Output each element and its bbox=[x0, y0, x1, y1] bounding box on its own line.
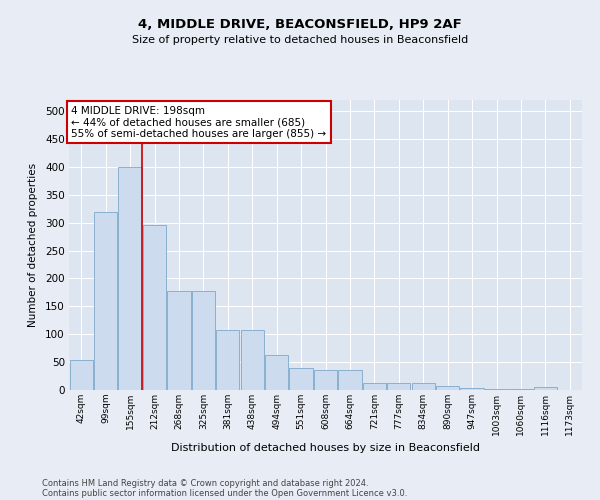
Text: 4 MIDDLE DRIVE: 198sqm
← 44% of detached houses are smaller (685)
55% of semi-de: 4 MIDDLE DRIVE: 198sqm ← 44% of detached… bbox=[71, 106, 326, 139]
Bar bbox=[412, 383, 435, 390]
Bar bbox=[241, 330, 264, 390]
Bar bbox=[338, 370, 362, 390]
Bar bbox=[460, 388, 484, 390]
Bar bbox=[485, 389, 508, 390]
Bar bbox=[314, 370, 337, 390]
Bar bbox=[216, 330, 239, 390]
Text: 4, MIDDLE DRIVE, BEACONSFIELD, HP9 2AF: 4, MIDDLE DRIVE, BEACONSFIELD, HP9 2AF bbox=[138, 18, 462, 30]
Bar bbox=[509, 389, 533, 390]
Text: Size of property relative to detached houses in Beaconsfield: Size of property relative to detached ho… bbox=[132, 35, 468, 45]
Bar bbox=[534, 387, 557, 390]
Bar bbox=[289, 368, 313, 390]
Text: Contains public sector information licensed under the Open Government Licence v3: Contains public sector information licen… bbox=[42, 488, 407, 498]
Y-axis label: Number of detached properties: Number of detached properties bbox=[28, 163, 38, 327]
X-axis label: Distribution of detached houses by size in Beaconsfield: Distribution of detached houses by size … bbox=[171, 443, 480, 453]
Bar bbox=[436, 386, 459, 390]
Bar bbox=[363, 384, 386, 390]
Bar bbox=[387, 384, 410, 390]
Text: Contains HM Land Registry data © Crown copyright and database right 2024.: Contains HM Land Registry data © Crown c… bbox=[42, 478, 368, 488]
Bar bbox=[118, 167, 142, 390]
Bar bbox=[192, 290, 215, 390]
Bar bbox=[94, 212, 117, 390]
Bar bbox=[265, 355, 288, 390]
Bar bbox=[70, 360, 93, 390]
Bar bbox=[167, 290, 191, 390]
Bar bbox=[143, 226, 166, 390]
